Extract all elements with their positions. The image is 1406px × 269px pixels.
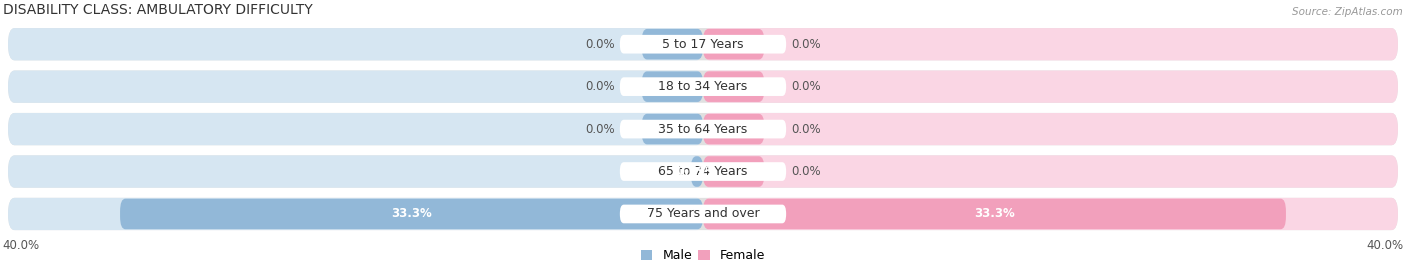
Text: 0.0%: 0.0% [792,80,821,93]
FancyBboxPatch shape [703,29,765,59]
FancyBboxPatch shape [620,77,786,96]
Text: DISABILITY CLASS: AMBULATORY DIFFICULTY: DISABILITY CLASS: AMBULATORY DIFFICULTY [3,3,312,17]
FancyBboxPatch shape [703,155,1398,188]
FancyBboxPatch shape [8,70,703,103]
Text: 0.0%: 0.0% [585,38,614,51]
FancyBboxPatch shape [703,28,1398,60]
FancyBboxPatch shape [620,162,786,181]
FancyBboxPatch shape [8,155,703,188]
Text: 0.0%: 0.0% [585,80,614,93]
FancyBboxPatch shape [620,205,786,223]
Text: 35 to 64 Years: 35 to 64 Years [658,123,748,136]
Text: 33.3%: 33.3% [974,207,1015,221]
FancyBboxPatch shape [703,198,1398,230]
FancyBboxPatch shape [8,70,1398,103]
Text: 0.0%: 0.0% [792,123,821,136]
FancyBboxPatch shape [641,29,703,59]
Text: 40.0%: 40.0% [1367,239,1403,252]
FancyBboxPatch shape [641,71,703,102]
FancyBboxPatch shape [8,113,703,145]
FancyBboxPatch shape [703,199,1286,229]
Text: 65 to 74 Years: 65 to 74 Years [658,165,748,178]
FancyBboxPatch shape [703,71,765,102]
FancyBboxPatch shape [703,156,765,187]
FancyBboxPatch shape [120,199,703,229]
FancyBboxPatch shape [8,113,1398,145]
FancyBboxPatch shape [8,28,1398,60]
FancyBboxPatch shape [8,28,703,60]
Text: 33.3%: 33.3% [391,207,432,221]
FancyBboxPatch shape [690,156,703,187]
Text: 0.0%: 0.0% [792,38,821,51]
Text: 18 to 34 Years: 18 to 34 Years [658,80,748,93]
Text: 0.0%: 0.0% [792,165,821,178]
Text: 0.69%: 0.69% [676,165,717,178]
Text: Source: ZipAtlas.com: Source: ZipAtlas.com [1292,7,1403,17]
FancyBboxPatch shape [8,155,1398,188]
FancyBboxPatch shape [8,198,703,230]
FancyBboxPatch shape [620,35,786,54]
Legend: Male, Female: Male, Female [636,244,770,267]
FancyBboxPatch shape [703,114,765,144]
FancyBboxPatch shape [703,70,1398,103]
Text: 75 Years and over: 75 Years and over [647,207,759,221]
FancyBboxPatch shape [620,120,786,139]
Text: 0.0%: 0.0% [585,123,614,136]
FancyBboxPatch shape [641,114,703,144]
FancyBboxPatch shape [703,113,1398,145]
FancyBboxPatch shape [8,198,1398,230]
Text: 5 to 17 Years: 5 to 17 Years [662,38,744,51]
Text: 40.0%: 40.0% [3,239,39,252]
